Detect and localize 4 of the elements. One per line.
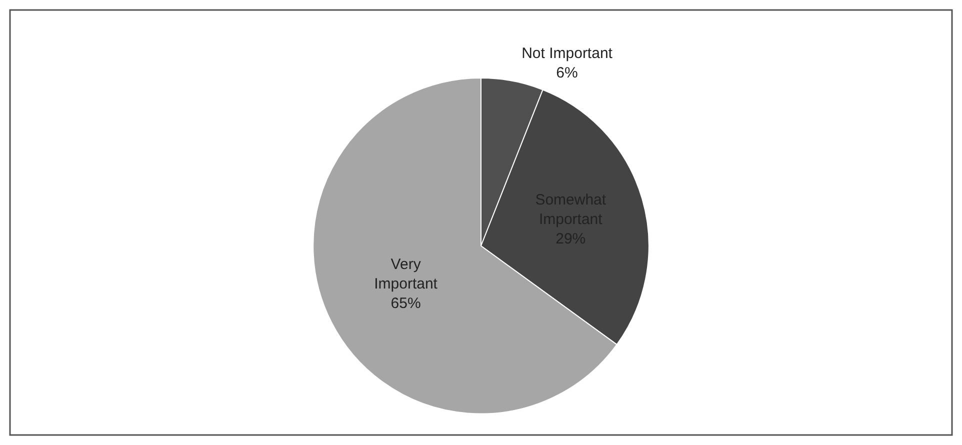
slice-label: Very Important bbox=[374, 256, 438, 292]
slice-label: Not Important bbox=[522, 45, 614, 62]
data-label: 65% bbox=[390, 294, 421, 312]
data-label: 6% bbox=[556, 64, 578, 82]
